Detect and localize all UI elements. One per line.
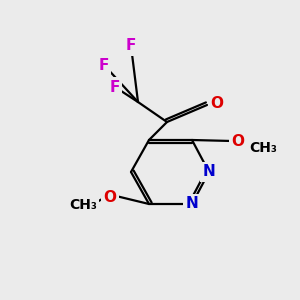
Text: N: N [202,164,215,179]
Text: CH₃: CH₃ [249,141,277,155]
Text: F: F [99,58,109,73]
Text: O: O [103,190,116,205]
Text: O: O [211,97,224,112]
Text: N: N [186,196,198,211]
Text: F: F [126,38,136,53]
Text: O: O [232,134,244,149]
Text: F: F [110,80,120,94]
Text: CH₃: CH₃ [69,198,97,212]
